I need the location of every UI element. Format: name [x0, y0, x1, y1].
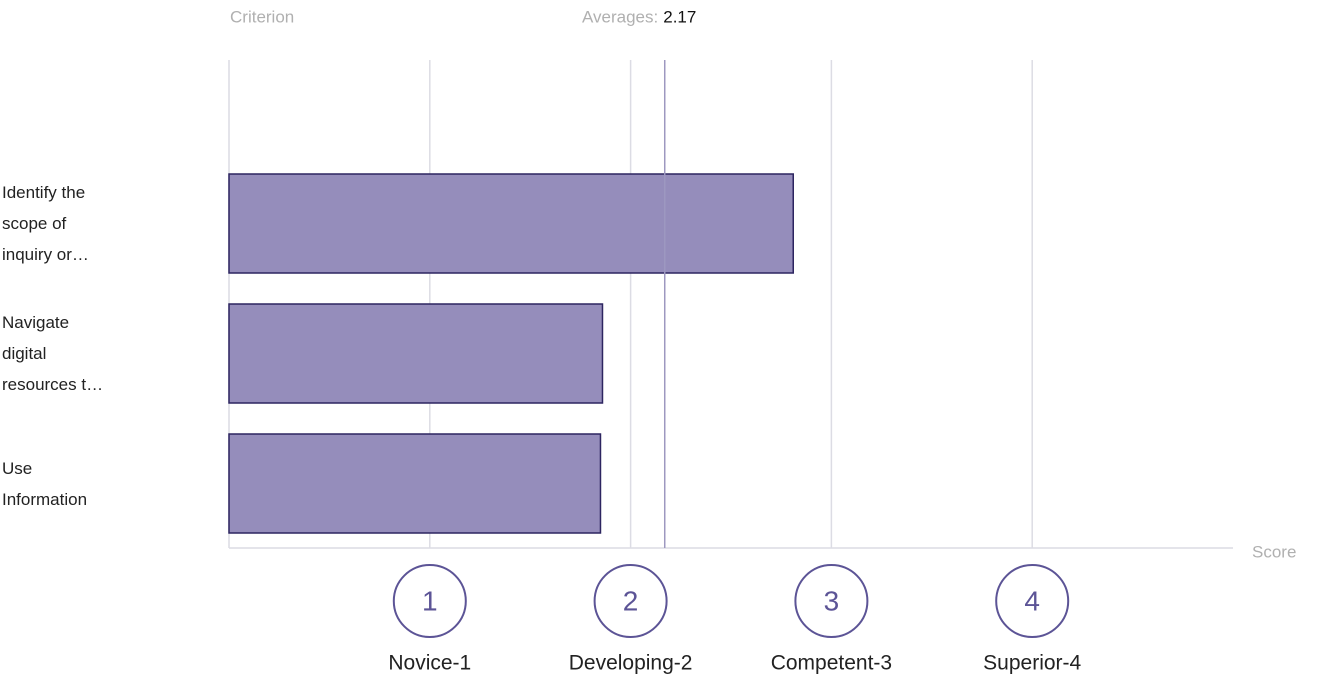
x-tick-name: Competent-3 — [771, 652, 892, 675]
bar — [228, 433, 602, 534]
criterion-header: Criterion — [230, 7, 294, 26]
bar — [228, 303, 604, 404]
average-label: Averages: — [582, 7, 658, 26]
category-label: Navigate digital resources t… — [2, 313, 104, 394]
tick-circle — [794, 564, 869, 638]
category-label: Use Information — [2, 458, 88, 509]
x-tick-name: Developing-2 — [569, 652, 693, 675]
bar — [228, 173, 794, 274]
x-tick-label: 1 — [422, 585, 438, 616]
x-tick-label: 4 — [1024, 585, 1040, 616]
x-tick-label: 2 — [623, 585, 639, 616]
x-tick-label: 3 — [824, 585, 840, 616]
average-value: 2.17 — [663, 7, 696, 26]
x-tick-name: Novice-1 — [388, 652, 471, 675]
tick-circle — [593, 564, 668, 638]
x-tick-name: Superior-4 — [983, 652, 1081, 675]
category-label: Identify the scope of inquiry or… — [2, 183, 89, 264]
tick-circle — [995, 564, 1070, 638]
x-axis-label: Score — [1252, 542, 1296, 561]
tick-circle — [392, 564, 467, 638]
